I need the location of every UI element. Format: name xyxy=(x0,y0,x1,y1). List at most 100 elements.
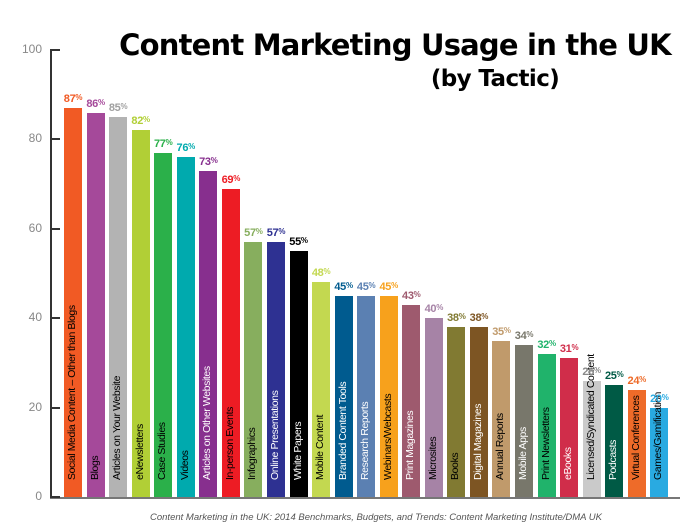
percent-sign: % xyxy=(323,267,331,277)
bar: Branded Content Tools xyxy=(334,295,353,497)
value-label: 55% xyxy=(269,236,329,248)
value-number: 55 xyxy=(289,236,301,249)
percent-sign: % xyxy=(548,338,556,348)
value-label: 48% xyxy=(291,267,351,279)
bar: Digital Magazines xyxy=(469,327,488,497)
bar: Virtual Conferences xyxy=(627,389,646,497)
bar: White Papers xyxy=(289,251,308,497)
value-label: 73% xyxy=(178,156,238,168)
bar: Print Newsletters xyxy=(537,353,556,497)
value-label: 24% xyxy=(607,375,667,387)
value-number: 43 xyxy=(402,289,414,302)
percent-sign: % xyxy=(97,97,105,107)
value-label: 26% xyxy=(562,366,622,378)
bar: Articles on Other Websites xyxy=(199,170,218,497)
y-axis xyxy=(50,50,52,498)
percent-sign: % xyxy=(255,227,263,237)
percent-sign: % xyxy=(616,370,624,380)
value-label: 77% xyxy=(133,138,193,150)
category-label: White Papers xyxy=(291,421,304,480)
value-label: 31% xyxy=(539,343,599,355)
value-label: 43% xyxy=(381,290,441,302)
value-label: 82% xyxy=(111,115,171,127)
value-label: 20% xyxy=(629,393,689,405)
percent-sign: % xyxy=(436,303,444,313)
bar: Case Studies xyxy=(154,152,173,497)
percent-sign: % xyxy=(210,155,218,165)
value-label: 57% xyxy=(246,227,306,239)
y-tick-label: 20 xyxy=(28,399,42,414)
value-label: 45% xyxy=(314,281,374,293)
category-label: Blogs xyxy=(88,455,101,480)
value-number: 20 xyxy=(650,392,662,405)
category-label: Case Studies xyxy=(156,422,169,480)
bar: Webinars/Webcasts xyxy=(379,295,398,497)
value-label: 45% xyxy=(336,281,396,293)
bar: Blogs xyxy=(86,112,105,497)
bar: Articles on Your Website xyxy=(109,117,128,497)
value-number: 76 xyxy=(176,142,189,155)
bar: eBooks xyxy=(560,358,579,497)
percent-sign: % xyxy=(413,289,421,299)
category-label: Games/Gamification xyxy=(652,392,665,480)
category-label: In-person Events xyxy=(223,407,236,480)
value-number: 31 xyxy=(559,343,572,356)
chart-title: Content Marketing Usage in the UK xyxy=(119,28,671,62)
category-label: Online Presentations xyxy=(268,390,281,480)
percent-sign: % xyxy=(188,142,195,152)
y-tick-label: 60 xyxy=(28,220,42,235)
percent-sign: % xyxy=(368,280,376,290)
value-number: 45 xyxy=(356,280,369,293)
bar: Microsites xyxy=(424,318,443,497)
category-label: Webinars/Webcasts xyxy=(381,393,394,480)
y-tick xyxy=(50,227,60,230)
category-label: Branded Content Tools xyxy=(336,381,349,480)
bar: Books xyxy=(447,327,466,497)
value-label: 76% xyxy=(156,142,216,154)
percent-sign: % xyxy=(300,236,308,246)
y-tick xyxy=(50,317,60,320)
bar: Online Presentations xyxy=(266,242,285,497)
category-label: Digital Magazines xyxy=(471,403,484,480)
bar: Videos xyxy=(176,157,195,497)
percent-sign: % xyxy=(594,365,601,375)
category-label: eNewsletters xyxy=(133,424,146,480)
category-label: Podcasts xyxy=(607,440,620,480)
value-number: 85 xyxy=(108,102,121,115)
category-label: Social Media Content – Other than Blogs xyxy=(66,305,78,480)
bar: Social Media Content – Other than Blogs xyxy=(64,108,82,497)
percent-sign: % xyxy=(278,227,286,237)
source-caption: Content Marketing in the UK: 2014 Benchm… xyxy=(150,512,603,523)
value-number: 24 xyxy=(627,374,640,387)
value-number: 69 xyxy=(221,173,234,186)
y-tick-label: 0 xyxy=(35,489,42,503)
value-label: 45% xyxy=(359,281,419,293)
bar: Annual Reports xyxy=(492,340,511,497)
y-tick xyxy=(50,138,60,141)
category-label: Print Magazines xyxy=(404,410,417,480)
bar: In-person Events xyxy=(221,188,240,497)
bar: Print Magazines xyxy=(402,304,421,497)
percent-sign: % xyxy=(143,115,150,125)
bar: Mobile Content xyxy=(312,282,331,497)
chart-subtitle: (by Tactic) xyxy=(430,66,560,92)
percent-sign: % xyxy=(75,93,83,103)
category-label: Research Reports xyxy=(359,401,372,480)
category-label: Microsites xyxy=(426,436,439,480)
value-number: 45 xyxy=(334,280,346,293)
category-label: Annual Reports xyxy=(494,413,507,480)
percent-sign: % xyxy=(639,374,646,384)
y-tick-label: 40 xyxy=(28,310,42,325)
value-label: 38% xyxy=(449,312,509,324)
value-number: 57 xyxy=(244,227,256,240)
value-number: 87 xyxy=(63,93,76,106)
value-label: 85% xyxy=(88,102,148,114)
percent-sign: % xyxy=(526,330,534,340)
bar: Licensed/Syndicated Content xyxy=(582,354,601,497)
percent-sign: % xyxy=(481,312,489,322)
value-number: 38 xyxy=(469,312,482,325)
value-number: 40 xyxy=(424,303,437,316)
value-label: 34% xyxy=(494,330,554,342)
category-label: Articles on Your Website xyxy=(111,375,124,480)
y-tick-label: 80 xyxy=(28,131,42,146)
